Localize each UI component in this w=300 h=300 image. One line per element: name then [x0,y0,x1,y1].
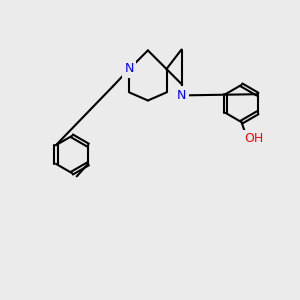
Text: N: N [177,88,187,102]
Text: OH: OH [244,132,263,146]
Text: N: N [124,62,134,76]
